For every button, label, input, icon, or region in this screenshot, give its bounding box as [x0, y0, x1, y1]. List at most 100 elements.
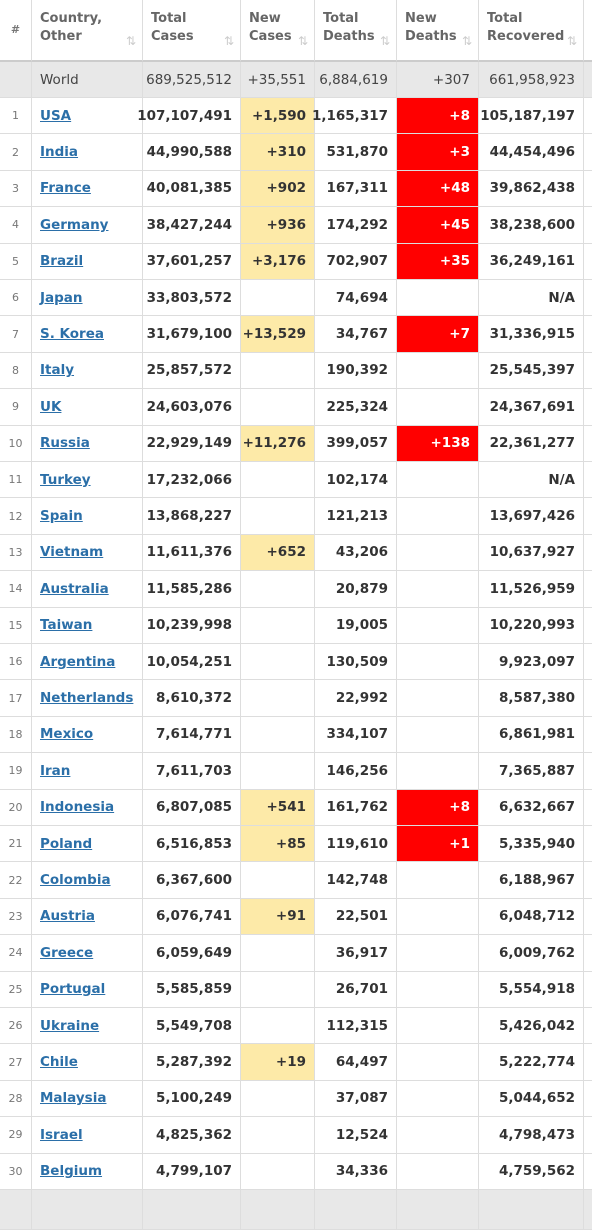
cell — [241, 607, 315, 644]
sort-icon[interactable]: ⇅ — [297, 34, 308, 48]
country-link[interactable]: Germany — [32, 207, 143, 244]
cell: 6,059,649 — [143, 935, 241, 972]
country-link[interactable]: USA — [32, 98, 143, 135]
rank: 7 — [0, 316, 32, 353]
header-cell[interactable]: Country, Other ⇅ — [32, 0, 143, 62]
cell: 6,009,762 — [479, 935, 584, 972]
country-link[interactable]: Italy — [32, 352, 143, 390]
cell: +91 — [241, 898, 315, 936]
cell: 36,917 — [315, 935, 397, 972]
country-link[interactable]: Brazil — [32, 243, 143, 280]
cell — [397, 389, 479, 426]
cell: 36,249,161 — [479, 243, 584, 280]
cell: 142,748 — [315, 862, 397, 899]
cell: 10,239,998 — [143, 607, 241, 644]
cell: 4,759,562 — [479, 1153, 584, 1190]
cell-extra — [584, 680, 592, 717]
cell-extra — [584, 353, 592, 390]
cell-extra — [584, 1008, 592, 1045]
cell: 74,694 — [315, 280, 397, 317]
cell-extra — [584, 790, 592, 826]
cell-extra — [584, 1081, 592, 1118]
country-link[interactable]: Malaysia — [32, 1080, 143, 1118]
country-link[interactable]: Iran — [32, 753, 143, 790]
rank: 25 — [0, 971, 32, 1008]
cell: 31,679,100 — [143, 316, 241, 353]
country-link[interactable]: Belgium — [32, 1153, 143, 1190]
cell-extra — [584, 1044, 592, 1081]
cell: +19 — [241, 1044, 315, 1081]
country-link[interactable]: France — [32, 170, 143, 208]
sort-icon[interactable]: ⇅ — [125, 34, 136, 48]
cell: +8 — [397, 789, 479, 826]
cell: 4,825,362 — [143, 1117, 241, 1154]
country-link[interactable]: Argentina — [32, 644, 143, 681]
cell — [241, 716, 315, 754]
cell-extra — [584, 571, 592, 608]
country-link[interactable]: Taiwan — [32, 607, 143, 644]
cell — [397, 571, 479, 608]
rank: 3 — [0, 170, 32, 208]
country-link[interactable]: Chile — [32, 1044, 143, 1081]
country-link[interactable]: Portugal — [32, 971, 143, 1008]
cell: 43,206 — [315, 534, 397, 572]
country-link[interactable]: Ukraine — [32, 1008, 143, 1045]
country-link[interactable]: Spain — [32, 498, 143, 535]
sort-icon[interactable]: ⇅ — [379, 34, 390, 48]
header-cell[interactable]: Total Recovered ⇅ — [479, 0, 584, 62]
cell: 24,603,076 — [143, 389, 241, 426]
country-link[interactable]: Netherlands — [32, 680, 143, 717]
cell: 7,365,887 — [479, 753, 584, 790]
country-link[interactable]: Japan — [32, 280, 143, 317]
cell — [397, 1153, 479, 1190]
next-row — [143, 1190, 241, 1230]
country-link[interactable]: Greece — [32, 935, 143, 972]
rank: 21 — [0, 826, 32, 863]
country-link[interactable]: Austria — [32, 898, 143, 936]
header-cell[interactable]: Total Deaths ⇅ — [315, 0, 397, 62]
header-cell[interactable]: New Cases ⇅ — [241, 0, 315, 62]
sort-icon[interactable]: ⇅ — [461, 34, 472, 48]
cell: 5,287,392 — [143, 1044, 241, 1081]
country-link[interactable]: Indonesia — [32, 789, 143, 826]
country-link[interactable]: UK — [32, 389, 143, 426]
world-cell — [0, 62, 32, 98]
country-link[interactable]: Israel — [32, 1117, 143, 1154]
country-link[interactable]: Vietnam — [32, 534, 143, 572]
country-link[interactable]: Russia — [32, 425, 143, 462]
cell-extra — [584, 498, 592, 535]
country-link[interactable]: Colombia — [32, 862, 143, 899]
cell: 25,857,572 — [143, 352, 241, 390]
sort-icon[interactable]: ⇅ — [223, 34, 234, 48]
country-link[interactable]: Poland — [32, 826, 143, 863]
cell: 11,611,376 — [143, 534, 241, 572]
sort-icon[interactable]: ⇅ — [566, 34, 577, 48]
cell-extra — [584, 462, 592, 499]
cell-extra — [584, 389, 592, 426]
world-cell: 661,958,923 — [479, 62, 584, 98]
header-cell[interactable]: Total Cases ⇅ — [143, 0, 241, 62]
rank: 26 — [0, 1008, 32, 1045]
next-row — [584, 1190, 592, 1230]
cell — [241, 680, 315, 717]
cell: N/A — [479, 280, 584, 317]
country-link[interactable]: Australia — [32, 571, 143, 608]
rank: 8 — [0, 352, 32, 390]
country-link[interactable]: Mexico — [32, 716, 143, 754]
country-link[interactable]: India — [32, 134, 143, 171]
country-link[interactable]: S. Korea — [32, 316, 143, 353]
cell: 44,454,496 — [479, 134, 584, 171]
country-link[interactable]: Turkey — [32, 462, 143, 499]
header-cell[interactable]: New Deaths ⇅ — [397, 0, 479, 62]
cell: +310 — [241, 134, 315, 171]
cell: 12,524 — [315, 1117, 397, 1154]
cell-extra — [584, 316, 592, 353]
cell-extra — [584, 826, 592, 863]
cell: 190,392 — [315, 352, 397, 390]
next-row — [0, 1190, 32, 1230]
cell: 17,232,066 — [143, 462, 241, 499]
rank: 19 — [0, 753, 32, 790]
cell — [397, 1008, 479, 1045]
next-row — [241, 1190, 315, 1230]
